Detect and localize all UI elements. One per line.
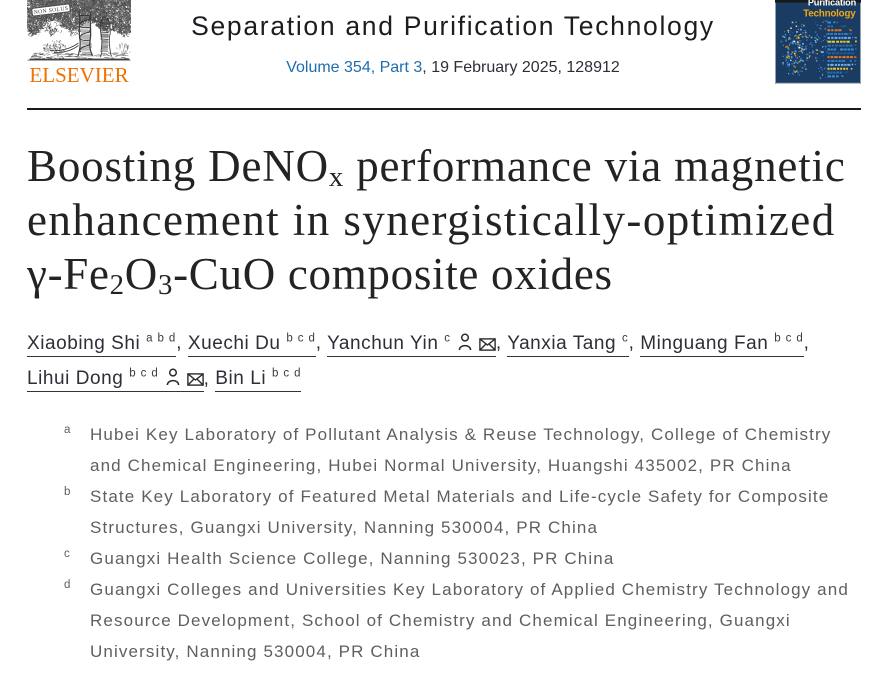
svg-text:Purification: Purification	[808, 0, 857, 8]
svg-text:Technology: Technology	[803, 8, 856, 19]
svg-text:NON SOLUS: NON SOLUS	[33, 6, 68, 16]
